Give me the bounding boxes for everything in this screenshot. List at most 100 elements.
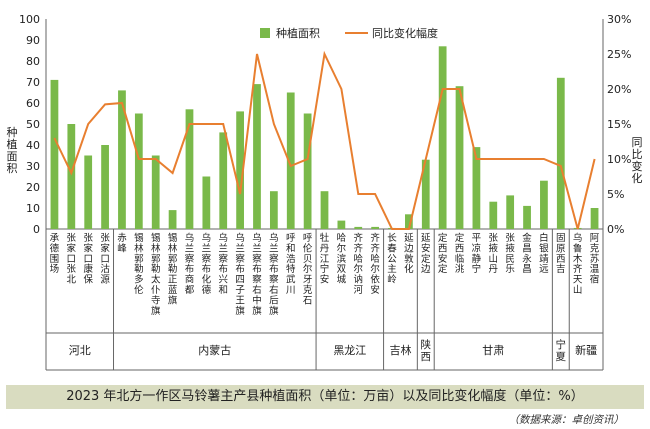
y-tick-label: 20	[26, 181, 40, 194]
y-axis-title: 种植面积	[7, 125, 18, 175]
y-tick-label: 30	[26, 160, 40, 173]
y2-tick-label: 30%	[607, 13, 631, 26]
y2-tick-label: 20%	[607, 83, 631, 96]
x-tick-label: 白银靖远	[539, 232, 549, 275]
bar	[320, 191, 329, 229]
bar	[438, 46, 447, 229]
x-tick-label: 延边敦化	[404, 232, 414, 275]
bar	[405, 214, 413, 229]
bar	[151, 155, 160, 229]
y-tick-label: 60	[26, 97, 40, 110]
group-label: 河北	[69, 344, 91, 357]
chart-footer-title: 2023 年北方一作区马铃薯主产县种植面积（单位：万亩）以及同比变化幅度（单位：…	[66, 389, 584, 404]
bar	[590, 208, 599, 229]
y-tick-label: 100	[19, 13, 40, 26]
y-tick-label: 70	[26, 76, 40, 89]
group-label: 内蒙古	[198, 343, 231, 357]
line-series	[53, 50, 596, 230]
y2-axis-title: 同比变化	[632, 136, 643, 185]
x-tick-label: 延安定边	[421, 232, 431, 275]
x-tick-label: 锡林郭勒多伦	[134, 232, 144, 296]
y-tick-label: 0	[33, 223, 40, 236]
y-tick-label: 80	[26, 55, 40, 68]
bar	[185, 109, 194, 229]
bar	[523, 205, 531, 229]
bar	[286, 92, 295, 229]
y-tick-label: 50	[26, 118, 40, 131]
x-tick-label: 承德围场	[50, 233, 60, 275]
x-tick-label: 张掖民乐	[505, 233, 515, 275]
group-label: 甘肃	[482, 344, 504, 357]
x-tick-label: 金昌永昌	[522, 232, 532, 275]
x-tick-label: 乌兰察布化德	[202, 232, 212, 296]
y2-tick-label: 15%	[607, 118, 631, 131]
bar	[371, 226, 380, 229]
y2-tick-label: 10%	[607, 153, 631, 166]
x-tick-label: 定西临洮	[455, 232, 465, 275]
bar	[354, 226, 363, 229]
x-tick-label: 乌兰察布四子王旗	[235, 232, 245, 317]
data-source-note: （数据来源：卓创资讯）	[508, 414, 625, 426]
y-tick-label: 90	[26, 34, 40, 47]
x-tick-label: 锡林郭勒正蓝旗	[168, 232, 178, 306]
x-tick-label: 齐齐哈尔讷河	[353, 232, 363, 296]
x-tick-label: 长春公主岭	[387, 232, 397, 286]
bar	[540, 180, 548, 229]
x-tick-label: 乌兰察布商都	[185, 232, 195, 296]
x-tick-label: 乌鲁木齐天山	[573, 232, 583, 296]
legend-swatch-bar	[260, 28, 270, 38]
x-tick-label: 乌兰察布察右后旗	[269, 232, 279, 317]
bar	[84, 155, 93, 229]
group-label: 陕西	[421, 338, 432, 363]
footer-banner: 2023 年北方一作区马铃薯主产县种植面积（单位：万亩）以及同比变化幅度（单位：…	[6, 385, 644, 409]
x-tick-label: 乌兰察布兴和	[218, 232, 228, 296]
x-tick-label: 牡丹江宁安	[320, 232, 330, 286]
bar	[506, 195, 515, 229]
bar	[455, 86, 464, 229]
x-tick-label: 赤峰	[117, 233, 127, 254]
bar	[219, 132, 228, 229]
legend-label-line: 同比变化幅度	[372, 26, 438, 40]
group-label: 新疆	[575, 343, 597, 357]
x-tick-label: 张掖山丹	[489, 233, 499, 275]
x-tick-label: 张家口康保	[83, 233, 93, 286]
y2-tick-label: 0%	[607, 223, 624, 236]
bar	[202, 176, 211, 229]
legend-label-bar: 种植面积	[276, 26, 320, 40]
x-tick-label: 齐齐哈尔依安	[370, 232, 380, 296]
x-tick-label: 张家口张北	[67, 233, 77, 286]
x-tick-label: 阿克苏温宿	[590, 233, 600, 286]
bar	[269, 191, 278, 229]
x-tick-label: 平凉静宁	[472, 233, 482, 275]
x-tick-label: 锡林郭勒太仆寺旗	[151, 232, 161, 317]
group-label: 宁夏	[556, 338, 567, 363]
y-tick-label: 40	[26, 139, 40, 152]
x-tick-label: 哈尔滨双城	[337, 232, 347, 286]
bar	[489, 201, 498, 229]
x-tick-label: 呼伦贝尔牙克石	[303, 233, 313, 306]
bar	[168, 210, 177, 229]
bar	[253, 84, 261, 229]
group-label: 黑龙江	[333, 344, 366, 357]
y-tick-label: 10	[26, 202, 40, 215]
y2-tick-label: 25%	[607, 48, 631, 61]
bar	[101, 145, 109, 229]
bar	[303, 113, 312, 229]
bar	[421, 159, 430, 229]
bar	[556, 77, 565, 229]
bar	[67, 124, 76, 229]
x-tick-label: 固原西吉	[556, 233, 566, 275]
bar	[50, 79, 59, 230]
bar	[134, 113, 143, 229]
x-tick-label: 定西安定	[438, 232, 448, 275]
bar	[337, 220, 346, 229]
bar	[118, 90, 126, 230]
bar	[236, 111, 244, 229]
group-label: 吉林	[389, 343, 411, 357]
x-tick-label: 呼和浩特武川	[286, 233, 296, 296]
x-tick-label: 张家口沽源	[100, 233, 110, 286]
bar	[472, 147, 481, 229]
chart-canvas: 0 10 20 30 40 50 60 70 80 90 100 0% 5% 10% 15% 20% 25% 30…	[7, 13, 643, 371]
x-tick-label: 乌兰察布察右中旗	[252, 232, 262, 317]
y2-tick-label: 5%	[607, 188, 624, 201]
